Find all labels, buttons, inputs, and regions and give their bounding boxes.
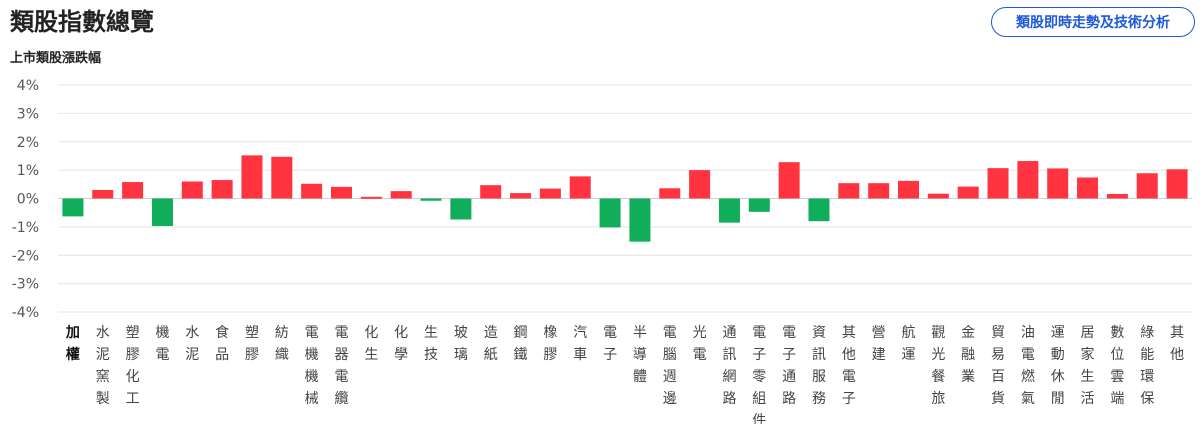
bar[interactable] — [927, 193, 949, 199]
x-category-label[interactable]: 運動休閒 — [1051, 325, 1065, 407]
x-category-label[interactable]: 電器電纜 — [335, 325, 349, 407]
bar[interactable] — [599, 198, 621, 228]
x-category-label[interactable]: 光電 — [693, 325, 707, 363]
x-category-label[interactable]: 金融業 — [961, 325, 975, 385]
y-tick-label: 3% — [17, 106, 39, 122]
y-tick-label: 4% — [17, 78, 39, 94]
bar[interactable] — [1077, 177, 1099, 199]
x-category-label[interactable]: 營建 — [872, 325, 886, 363]
page-title: 類股指數總覽 — [10, 8, 154, 36]
bar[interactable] — [211, 180, 233, 199]
x-category-label[interactable]: 綠能環保 — [1140, 325, 1154, 407]
bar[interactable] — [987, 168, 1009, 199]
bar[interactable] — [1047, 168, 1069, 199]
bar[interactable] — [122, 182, 144, 199]
bar[interactable] — [868, 183, 890, 199]
x-category-label[interactable]: 觀光餐旅 — [931, 325, 945, 407]
bar[interactable] — [1106, 193, 1128, 199]
x-category-label[interactable]: 半導體 — [633, 325, 647, 385]
bar[interactable] — [1136, 173, 1158, 199]
bar[interactable] — [689, 170, 711, 199]
bar[interactable] — [838, 183, 860, 199]
x-category-label[interactable]: 電子通路 — [782, 325, 796, 407]
x-category-label[interactable]: 其他 — [1170, 325, 1184, 363]
bar[interactable] — [301, 183, 323, 199]
x-category-label[interactable]: 電子 — [603, 325, 617, 363]
chart-title: 上市類股漲跌幅 — [10, 51, 102, 66]
bar[interactable] — [241, 155, 263, 199]
bar[interactable] — [151, 198, 173, 227]
bar[interactable] — [569, 176, 591, 199]
bar[interactable] — [181, 181, 203, 199]
bar[interactable] — [748, 198, 770, 212]
y-tick-label: -1% — [12, 220, 39, 236]
y-tick-label: -3% — [12, 277, 39, 293]
x-category-label[interactable]: 紡織 — [275, 325, 289, 363]
bar[interactable] — [1166, 169, 1188, 199]
bar[interactable] — [450, 198, 472, 220]
x-category-label[interactable]: 玻璃 — [454, 325, 468, 363]
x-category-label[interactable]: 化學 — [394, 325, 408, 363]
x-category-label[interactable]: 塑膠化工 — [126, 325, 140, 407]
x-category-label[interactable]: 電機機械 — [305, 325, 319, 407]
bar[interactable] — [271, 156, 293, 199]
x-category-label[interactable]: 加權 — [65, 325, 80, 363]
bar[interactable] — [898, 180, 919, 199]
bar[interactable] — [629, 198, 651, 242]
x-category-label[interactable]: 食品 — [215, 324, 229, 363]
bar[interactable] — [778, 162, 800, 199]
x-category-label[interactable]: 橡膠 — [543, 325, 557, 363]
bar[interactable] — [360, 196, 382, 199]
bar[interactable] — [718, 198, 740, 223]
bar[interactable] — [390, 191, 412, 199]
bar[interactable] — [957, 186, 979, 199]
y-tick-label: 0% — [17, 192, 39, 208]
x-category-label[interactable]: 航運 — [902, 325, 916, 363]
bar[interactable] — [331, 186, 352, 199]
bar[interactable] — [1017, 161, 1039, 199]
x-category-label[interactable]: 汽車 — [573, 325, 587, 363]
x-category-label[interactable]: 水泥窯製 — [96, 325, 110, 407]
bar[interactable] — [420, 198, 442, 201]
y-axis-ticks: 4% 3% 2% 1% 0% -1% -2% -3% -4% — [12, 78, 39, 321]
x-category-label[interactable]: 機電 — [155, 325, 169, 363]
y-tick-label: -2% — [12, 248, 39, 264]
bar[interactable] — [659, 188, 681, 199]
bar[interactable] — [92, 189, 114, 199]
technical-analysis-button[interactable]: 類股即時走勢及技術分析 — [991, 7, 1195, 37]
y-tick-label: 1% — [17, 163, 39, 179]
x-category-label[interactable]: 化生 — [364, 325, 378, 363]
x-category-label[interactable]: 電腦週邊 — [663, 325, 677, 407]
x-category-label[interactable]: 造紙 — [484, 325, 498, 363]
x-category-label[interactable]: 電子零組件 — [752, 325, 766, 424]
x-category-label[interactable]: 鋼鐵 — [514, 325, 528, 363]
y-tick-label: 2% — [17, 135, 39, 151]
x-category-label[interactable]: 其他電子 — [842, 325, 856, 407]
x-category-label[interactable]: 居家生活 — [1081, 325, 1095, 407]
bar[interactable] — [808, 198, 830, 222]
x-category-label[interactable]: 數位雲端 — [1110, 325, 1124, 407]
x-category-label[interactable]: 水泥 — [185, 325, 199, 363]
bars — [62, 155, 1188, 242]
x-category-label[interactable]: 貿易百貨 — [991, 325, 1005, 407]
x-category-label[interactable]: 油電燃氣 — [1021, 325, 1035, 407]
x-category-label[interactable]: 生技 — [424, 325, 438, 363]
x-category-label[interactable]: 資訊服務 — [812, 325, 826, 407]
x-category-label[interactable]: 塑膠 — [245, 325, 259, 363]
bar[interactable] — [62, 198, 84, 217]
y-tick-label: -4% — [12, 305, 39, 321]
bar[interactable] — [539, 188, 561, 199]
x-category-label[interactable]: 通訊網路 — [722, 325, 736, 407]
bar[interactable] — [510, 193, 532, 199]
bar[interactable] — [480, 185, 502, 199]
